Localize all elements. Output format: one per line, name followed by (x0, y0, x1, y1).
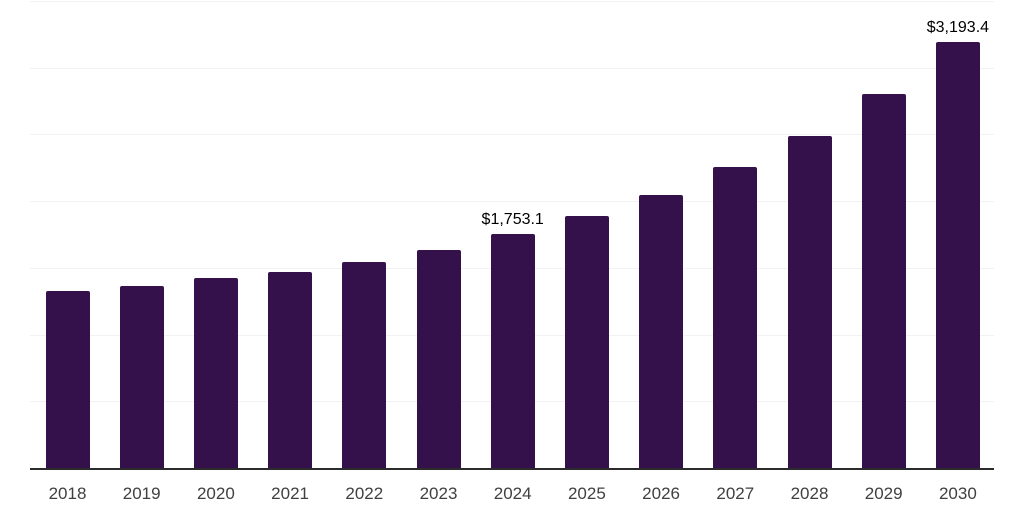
bar-2023 (416, 249, 461, 468)
x-axis-tick-label-2030: 2030 (938, 484, 977, 503)
x-axis-tick-label-2025: 2025 (567, 484, 606, 503)
x-axis-tick-label-2022: 2022 (345, 484, 384, 503)
bar-2027 (713, 167, 758, 468)
bar-2028 (787, 135, 832, 468)
x-axis-tick-label-2019: 2019 (122, 484, 161, 503)
bar-2022 (342, 261, 387, 468)
bar-2029 (861, 93, 906, 468)
bar-2025 (564, 216, 609, 468)
bar-2024 (490, 234, 535, 468)
bar-2026 (639, 195, 684, 468)
bar-2019 (119, 286, 164, 468)
x-axis-tick-label-2024: 2024 (493, 484, 532, 503)
x-axis-tick-label-2021: 2021 (271, 484, 310, 503)
plot-area: $1,753.1 $3,193.4 (30, 1, 994, 470)
x-axis-tick-label-2018: 2018 (48, 484, 87, 503)
x-axis-tick-label-2026: 2026 (642, 484, 681, 503)
bar-2021 (268, 271, 313, 468)
x-axis-tick-label-2023: 2023 (419, 484, 458, 503)
x-axis-tick-label-2027: 2027 (716, 484, 755, 503)
gridline (30, 1, 994, 2)
bar-2018 (45, 290, 90, 468)
x-axis-tick-label-2028: 2028 (790, 484, 829, 503)
bar-value-label-2030: $3,193.4 (926, 18, 990, 36)
gridline (30, 134, 994, 136)
gridline (30, 67, 994, 69)
bar-2030 (935, 41, 980, 468)
bar-2020 (193, 278, 238, 468)
bar-value-label-2024: $1,753.1 (481, 211, 544, 229)
x-axis-tick-label-2020: 2020 (196, 484, 235, 503)
x-axis-tick-label-2029: 2029 (864, 484, 903, 503)
gridline (30, 201, 994, 203)
